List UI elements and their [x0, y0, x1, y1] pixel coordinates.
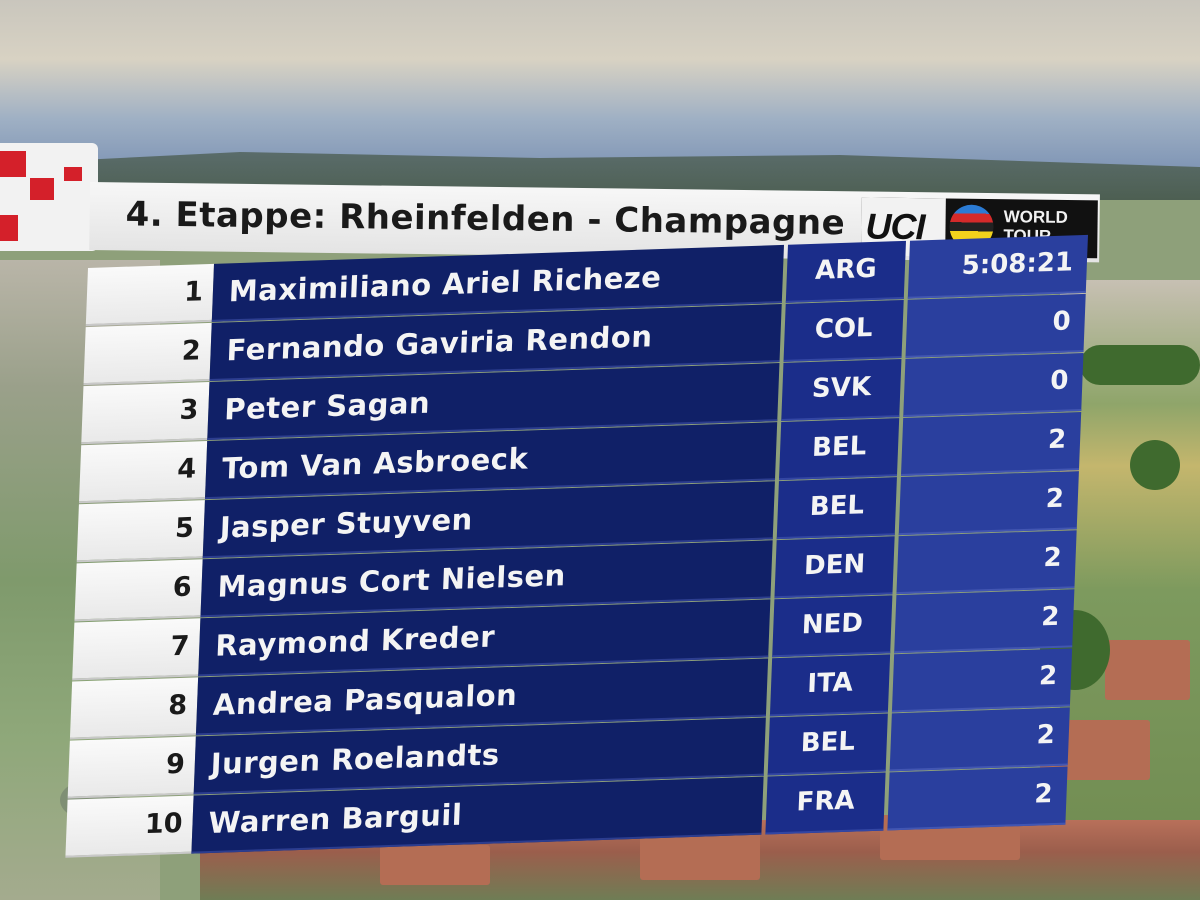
- rank: 8: [167, 689, 188, 722]
- roof: [1105, 640, 1190, 700]
- nation-code: COL: [814, 312, 874, 345]
- rank-cell: 8: [69, 677, 199, 740]
- results-table: 1 Maximiliano Ariel Richeze ARG 5:08:21 …: [65, 234, 1088, 859]
- rank: 4: [176, 453, 197, 486]
- rank: 7: [169, 630, 190, 663]
- tree-line: [1080, 345, 1200, 385]
- rider-name: Raymond Kreder: [214, 619, 496, 663]
- rank-cell: 7: [72, 618, 201, 681]
- time-cell: 2: [889, 707, 1070, 772]
- time-gap: 2: [1036, 719, 1056, 751]
- time-gap: 2: [1038, 660, 1058, 692]
- time-gap: 2: [1033, 778, 1054, 810]
- rank-cell: 6: [74, 559, 203, 622]
- nation-cell: NED: [772, 595, 893, 658]
- nation-code: FRA: [796, 785, 856, 818]
- nation-code: ARG: [814, 253, 878, 286]
- rider-name: Magnus Cort Nielsen: [216, 558, 567, 604]
- time-gap: 2: [1045, 483, 1065, 515]
- time-cell: 0: [903, 352, 1084, 417]
- time-gap: 2: [1042, 542, 1063, 574]
- logo-block: [0, 151, 26, 177]
- rider-name: Warren Barguil: [207, 797, 463, 841]
- rider-name: Tom Van Asbroeck: [221, 441, 529, 486]
- time-gap: 2: [1040, 601, 1060, 633]
- nation-cell: COL: [783, 299, 904, 362]
- time-gap: 5:08:21: [961, 247, 1074, 282]
- time-cell: 5:08:21: [907, 234, 1088, 299]
- rank-cell: 5: [76, 500, 205, 563]
- nation-cell: BEL: [776, 477, 897, 540]
- rank-cell: 2: [83, 322, 212, 386]
- rank: 6: [172, 571, 193, 604]
- rank-cell: 1: [85, 263, 214, 327]
- rank: 9: [165, 748, 186, 781]
- time-cell: 0: [905, 293, 1086, 358]
- rank-cell: 3: [81, 381, 210, 445]
- broadcaster-logo: [0, 143, 98, 251]
- rank-cell: 9: [67, 736, 196, 799]
- nation-cell: FRA: [765, 772, 886, 835]
- rider-name: Maximiliano Ariel Richeze: [228, 259, 663, 309]
- rank: 2: [181, 335, 202, 367]
- nation-code: SVK: [811, 372, 872, 405]
- nation-code: BEL: [809, 490, 865, 523]
- rider-name: Jasper Stuyven: [219, 502, 474, 545]
- stage-title: 4. Etappe: Rheinfelden - Champagne: [125, 194, 846, 244]
- nation-cell: BEL: [767, 713, 888, 776]
- time-gap: 0: [1052, 306, 1072, 338]
- nation-cell: ARG: [785, 240, 906, 303]
- nation-code: NED: [801, 608, 864, 641]
- nation-code: BEL: [800, 726, 856, 759]
- logo-block: [0, 215, 18, 241]
- rank: 1: [183, 276, 204, 308]
- rank: 10: [144, 807, 184, 841]
- time-cell: 2: [887, 766, 1068, 831]
- rider-name: Jurgen Roelandts: [210, 737, 501, 781]
- time-cell: 2: [891, 648, 1073, 713]
- rider-name: Peter Sagan: [223, 385, 431, 427]
- roof: [640, 830, 760, 880]
- time-cell: 2: [900, 412, 1082, 477]
- rank: 3: [179, 394, 200, 426]
- logo-block: [30, 178, 54, 200]
- nation-code: ITA: [806, 667, 854, 700]
- rank-cell: 4: [78, 441, 208, 504]
- time-cell: 2: [896, 530, 1077, 595]
- nation-cell: SVK: [781, 359, 902, 422]
- nation-code: DEN: [803, 549, 866, 582]
- world-tour-line1: WORLD: [1003, 207, 1068, 227]
- rank: 5: [174, 512, 195, 545]
- roof: [380, 845, 490, 885]
- nation-cell: DEN: [774, 536, 895, 599]
- tree: [1130, 440, 1180, 490]
- time-cell: 2: [894, 589, 1075, 654]
- time-gap: 0: [1049, 365, 1070, 397]
- sky: [0, 0, 1200, 170]
- time-gap: 2: [1047, 424, 1067, 456]
- rider-name: Andrea Pasqualon: [212, 677, 518, 722]
- rider-name: Fernando Gaviria Rendon: [226, 319, 654, 368]
- time-cell: 2: [898, 471, 1079, 536]
- nation-code: BEL: [811, 431, 867, 463]
- nation-cell: ITA: [769, 654, 891, 717]
- rank-cell: 10: [65, 795, 194, 858]
- nation-cell: BEL: [778, 418, 900, 481]
- logo-block: [64, 167, 82, 181]
